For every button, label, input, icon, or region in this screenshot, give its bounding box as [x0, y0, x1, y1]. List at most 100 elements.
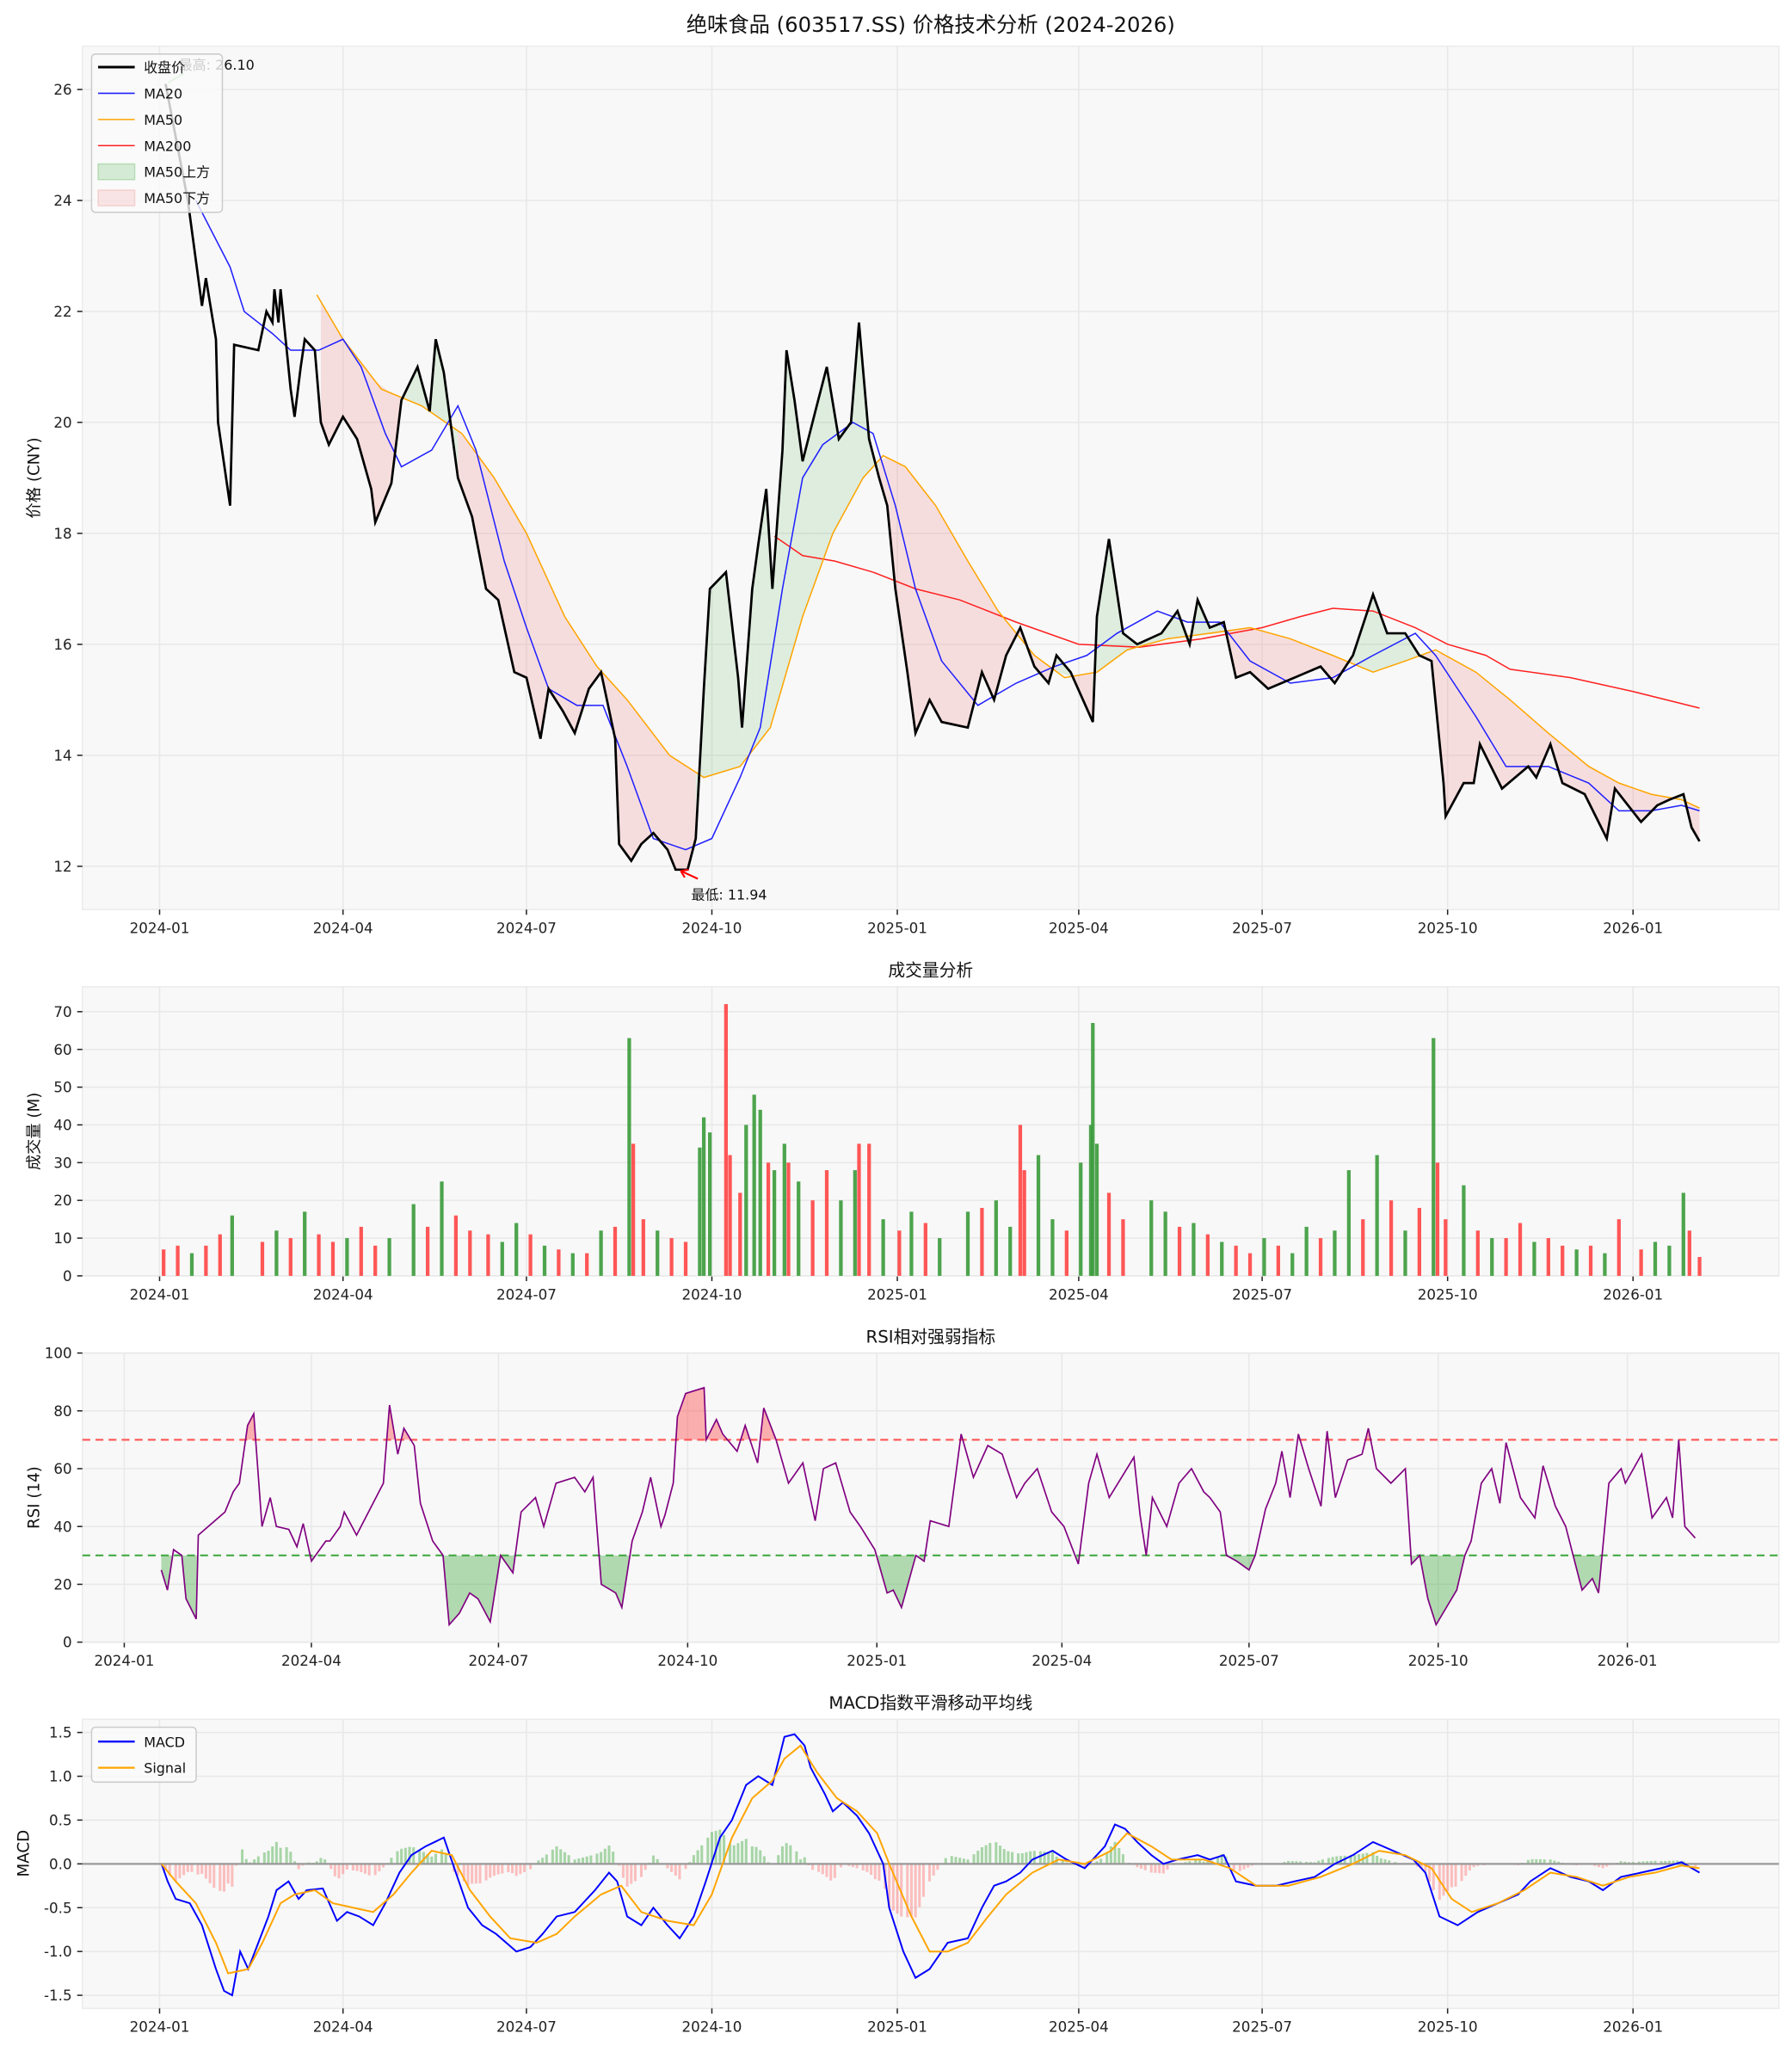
volume-bar: [1064, 1230, 1068, 1276]
volume-bar: [772, 1170, 777, 1276]
macd-histogram-bar: [954, 1857, 958, 1864]
fill-above-ma50: [710, 572, 726, 776]
x-tick-label: 2025-04: [1049, 920, 1109, 937]
macd-histogram-bar: [329, 1864, 333, 1870]
volume-bar: [1018, 1125, 1023, 1276]
fill-above-ma50: [766, 489, 773, 733]
legend-label: 收盘价: [144, 59, 185, 76]
macd-histogram-bar: [289, 1852, 293, 1864]
y-axis-label: MACD: [15, 1830, 33, 1877]
volume-bar: [965, 1211, 970, 1276]
macd-histogram-bar: [222, 1864, 225, 1892]
macd-histogram-bar: [821, 1864, 824, 1875]
macd-histogram-bar: [1543, 1859, 1546, 1864]
macd-histogram-bar: [244, 1858, 248, 1864]
fill-below-ma50: [1443, 654, 1446, 816]
macd-histogram-bar: [865, 1864, 869, 1872]
macd-histogram-bar: [803, 1857, 806, 1864]
fill-below-ma50: [982, 584, 995, 700]
volume-bar: [797, 1181, 801, 1276]
volume-bar: [599, 1230, 603, 1276]
macd-histogram-bar: [219, 1864, 222, 1891]
macd-histogram-bar: [496, 1864, 500, 1875]
fill-above-ma50: [839, 422, 852, 523]
volume-bar: [189, 1253, 194, 1276]
macd-histogram-bar: [736, 1843, 740, 1864]
macd-histogram-bar: [1672, 1860, 1675, 1864]
macd-histogram-bar: [789, 1845, 792, 1864]
macd-histogram-bar: [744, 1839, 748, 1864]
x-tick-label: 2024-01: [95, 1652, 155, 1669]
macd-histogram-bar: [1202, 1861, 1205, 1864]
legend-swatch: [97, 163, 136, 181]
macd-histogram-bar: [555, 1846, 558, 1864]
macd-histogram-bar: [839, 1864, 842, 1868]
volume-bar: [613, 1226, 618, 1276]
plot-area: [82, 45, 1780, 910]
volume-bar: [897, 1230, 902, 1276]
x-tick-label: 2024-01: [130, 2018, 190, 2036]
y-tick-label: 80: [53, 1402, 71, 1420]
fill-above-ma50: [1096, 539, 1110, 673]
x-tick-label: 2024-01: [130, 1285, 190, 1303]
volume-bar: [683, 1242, 688, 1276]
macd-histogram-bar: [785, 1843, 788, 1864]
macd-histogram-bar: [501, 1864, 504, 1874]
y-tick-label: 30: [53, 1154, 71, 1171]
macd-histogram-bar: [1295, 1861, 1298, 1864]
volume-bar: [1192, 1223, 1196, 1276]
fill-above-ma50: [704, 588, 711, 778]
macd-histogram-bar: [847, 1864, 851, 1866]
macd-histogram-bar: [241, 1849, 244, 1864]
volume-bar: [810, 1200, 815, 1276]
macd-histogram-bar: [204, 1864, 207, 1879]
macd-histogram-bar: [262, 1852, 266, 1864]
macd-histogram-bar: [168, 1864, 171, 1876]
macd-histogram-bar: [279, 1847, 282, 1864]
x-tick-label: 2025-10: [1418, 2018, 1478, 2036]
volume-bar: [1318, 1238, 1323, 1276]
y-tick-label: -0.5: [44, 1899, 72, 1916]
x-tick-label: 2024-07: [496, 1285, 557, 1303]
legend: 收盘价 MA20 MA50 MA200 MA50上方 MA50下方: [90, 53, 224, 213]
fill-below-ma50: [1501, 693, 1529, 789]
macd-histogram-bar: [750, 1846, 754, 1864]
macd-histogram-bar: [1047, 1852, 1050, 1864]
volume-bar: [824, 1170, 829, 1276]
volume-bar: [1276, 1245, 1280, 1276]
volume-bar: [909, 1211, 914, 1276]
x-tick-label: 2025-07: [1219, 1652, 1279, 1669]
y-axis-label: 成交量 (M): [26, 1093, 44, 1170]
volume-bar: [486, 1234, 490, 1276]
volume-bar: [1008, 1226, 1013, 1276]
volume-bar: [1603, 1253, 1607, 1276]
macd-histogram-bar: [196, 1864, 200, 1875]
volume-bar: [1435, 1162, 1440, 1276]
macd-histogram-bar: [1011, 1852, 1014, 1864]
macd-histogram-bar: [1198, 1860, 1201, 1864]
volume-bar: [204, 1245, 208, 1276]
macd-histogram-bar: [900, 1864, 903, 1917]
macd-histogram-bar: [625, 1864, 629, 1887]
macd-histogram-bar: [1020, 1853, 1024, 1864]
x-tick-label: 2026-01: [1603, 920, 1663, 937]
fill-below-ma50: [1445, 655, 1464, 816]
x-tick-label: 2024-10: [682, 1285, 742, 1303]
macd-histogram-bar: [1472, 1864, 1475, 1868]
y-tick-label: 10: [53, 1229, 71, 1247]
y-tick-label: 1.5: [49, 1724, 72, 1741]
volume-bar: [387, 1238, 391, 1276]
volume-bar: [1667, 1245, 1672, 1276]
macd-histogram-bar: [1619, 1861, 1623, 1864]
macd-histogram-bar: [1535, 1858, 1538, 1864]
rsi-panel: 2024-01 2024-04 2024-07 2024-10 2025-01 2025-…: [26, 1327, 1780, 1669]
x-tick-label: 2025-01: [867, 2018, 927, 2036]
volume-bar: [1432, 1038, 1436, 1276]
fill-below-ma50: [994, 604, 1007, 700]
volume-bar: [1697, 1256, 1702, 1276]
macd-histogram-bar: [1109, 1846, 1112, 1864]
macd-histogram-bar: [1549, 1859, 1552, 1864]
volume-bar: [867, 1143, 871, 1276]
y-tick-label: 0: [63, 1267, 72, 1285]
macd-histogram-bar: [337, 1864, 341, 1879]
